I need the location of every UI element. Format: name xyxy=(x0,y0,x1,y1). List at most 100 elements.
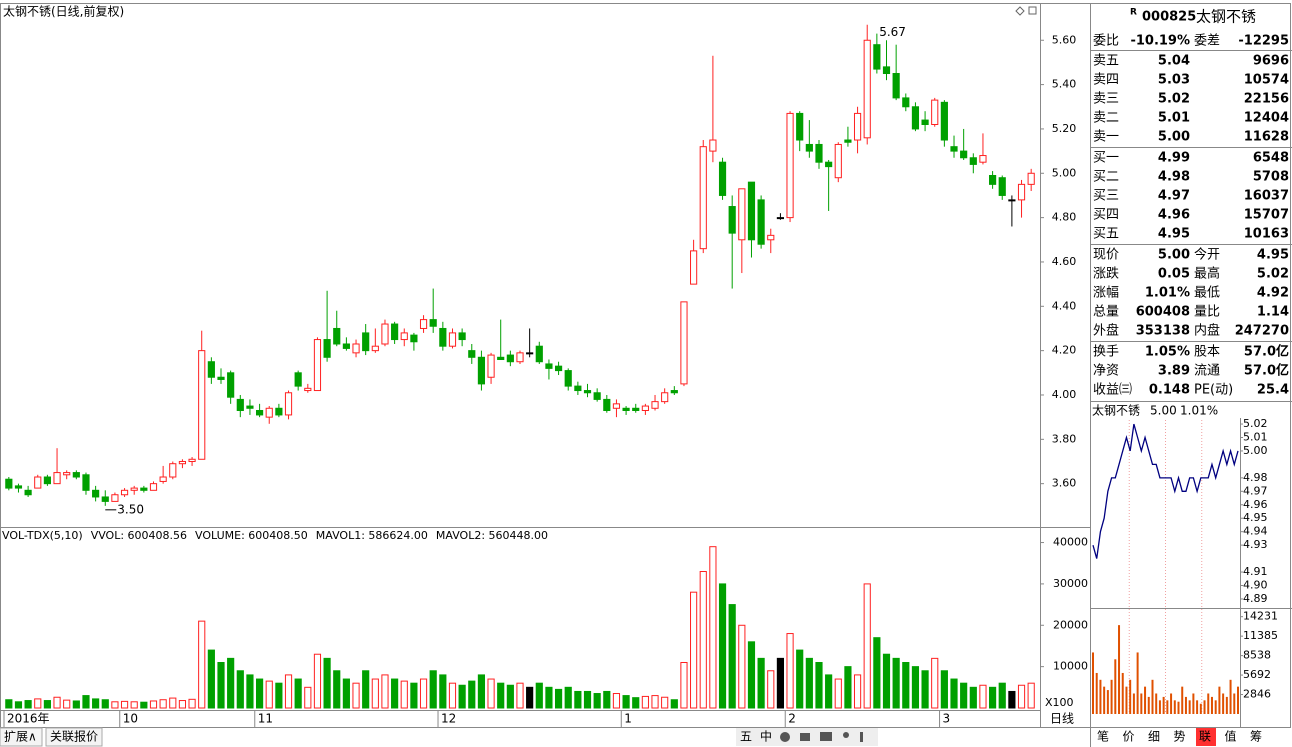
panel-button[interactable]: 价 xyxy=(1122,730,1134,744)
price: 5.03 xyxy=(1158,73,1190,88)
tab[interactable] xyxy=(0,727,43,747)
size: 11628 xyxy=(1244,130,1289,145)
toolbar-item[interactable]: 中 xyxy=(760,729,772,744)
y-tick-label: 5.40 xyxy=(1052,78,1077,91)
volume-bar xyxy=(641,695,649,709)
candle-body xyxy=(805,143,813,152)
volume-bar xyxy=(14,701,23,709)
toolbar-icons[interactable] xyxy=(780,732,863,742)
volume-bar xyxy=(468,680,476,709)
label: 买二 xyxy=(1093,170,1119,185)
volume-bar xyxy=(776,657,784,709)
candle-body xyxy=(554,365,563,372)
candle-body xyxy=(583,390,592,394)
tab-label[interactable]: 关联报价 xyxy=(50,729,98,744)
candle-body xyxy=(275,407,283,416)
candle-body xyxy=(718,161,727,196)
panel-button[interactable]: 笔 xyxy=(1097,729,1109,744)
volume-bar xyxy=(728,604,736,709)
candle-body xyxy=(487,354,495,378)
volume-bar xyxy=(101,699,109,709)
candle-body xyxy=(497,356,505,361)
label: 卖三 xyxy=(1093,92,1119,107)
candle-body xyxy=(863,39,871,139)
label: 最低 xyxy=(1194,286,1220,301)
label: 外盘 xyxy=(1093,323,1119,339)
candle-body xyxy=(892,73,900,99)
candle-body xyxy=(526,352,534,355)
volume-bar xyxy=(352,682,360,709)
candle-body xyxy=(603,398,611,411)
candle-body xyxy=(545,363,553,369)
candle-body xyxy=(641,405,649,411)
candle-body xyxy=(381,323,389,345)
volume-bar xyxy=(149,700,158,709)
label: 买三 xyxy=(1093,189,1119,204)
volume-bar xyxy=(882,653,891,709)
candle-body xyxy=(477,356,486,385)
volume-bar xyxy=(718,583,727,709)
y-tick-label: 4.96 xyxy=(1243,498,1268,511)
y-tick-label: 5.60 xyxy=(1052,33,1077,46)
volume-bar xyxy=(53,696,61,709)
candle-body xyxy=(1008,199,1016,202)
panel-button[interactable]: 值 xyxy=(1224,729,1236,744)
y-tick-label: 5.20 xyxy=(1052,122,1077,135)
value: 25.4 xyxy=(1257,383,1289,398)
value: 5.00 xyxy=(1158,248,1190,263)
y-tick-label: 4.97 xyxy=(1243,484,1268,497)
volume-bar xyxy=(931,657,939,709)
corner-icons[interactable] xyxy=(1015,6,1037,16)
panel-button[interactable]: 联 xyxy=(1199,730,1211,744)
volume-bar xyxy=(497,682,505,709)
candle-body xyxy=(43,476,51,485)
label: PE(动) xyxy=(1194,383,1233,398)
panel-button[interactable]: 筹 xyxy=(1250,730,1262,744)
candle-body xyxy=(419,319,428,329)
label: 买一 xyxy=(1093,151,1119,166)
candle-body xyxy=(188,458,196,462)
candle-body xyxy=(294,372,302,387)
candle-body xyxy=(72,472,80,478)
candle-body xyxy=(796,112,804,141)
candle-body xyxy=(313,339,322,392)
volume-bar xyxy=(275,682,283,709)
value: 4.92 xyxy=(1257,286,1289,301)
volume-bar xyxy=(564,686,572,709)
volume-bar xyxy=(304,686,312,709)
price: 5.00 xyxy=(1158,130,1190,145)
value: 5.02 xyxy=(1257,267,1289,282)
volume-bar xyxy=(371,678,379,709)
y-tick-label: 5.02 xyxy=(1243,417,1268,430)
candle-body xyxy=(207,361,215,378)
candle-body xyxy=(535,345,543,363)
volume-bar xyxy=(24,700,32,709)
candle-body xyxy=(699,146,707,250)
volume-bar xyxy=(574,690,582,709)
candle-body xyxy=(53,472,61,485)
volume-bar xyxy=(873,637,881,709)
candle-body xyxy=(738,188,746,241)
candle-body xyxy=(362,332,370,352)
tab[interactable] xyxy=(45,727,103,747)
y-tick-label: 4.00 xyxy=(1052,388,1077,401)
y-tick-label: 4.89 xyxy=(1243,592,1268,605)
candle-body xyxy=(670,390,678,394)
volume-bar xyxy=(92,698,100,709)
value: 3.89 xyxy=(1158,364,1190,379)
volume-tick-label: 20000 xyxy=(1053,618,1088,631)
candle-body xyxy=(458,332,466,341)
annotation: 5.67 xyxy=(879,25,906,39)
toolbar-item[interactable]: 五 xyxy=(740,730,752,744)
value: 353138 xyxy=(1136,324,1190,339)
volume-bar xyxy=(622,695,630,709)
price: 5.01 xyxy=(1158,111,1190,126)
panel-button[interactable]: 细 xyxy=(1148,730,1160,744)
tab-label[interactable]: 扩展∧ xyxy=(4,730,37,744)
label: 委比 xyxy=(1093,34,1119,49)
panel-button[interactable]: 势 xyxy=(1173,730,1185,744)
volume-bar xyxy=(979,684,987,709)
label: 买四 xyxy=(1093,208,1119,223)
volume-header: VVOL: 600408.56 xyxy=(91,529,187,542)
volume-bar xyxy=(554,688,563,709)
